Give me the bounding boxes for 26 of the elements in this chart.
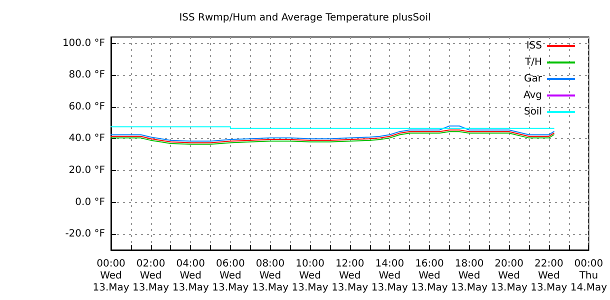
x-tick-label: 14:00 Wed 13.May [371, 258, 408, 294]
x-tick-label: 18:00 Wed 13.May [450, 258, 488, 294]
y-tick-label: 0.0 °F [75, 196, 106, 208]
legend-label: Avg [523, 90, 542, 101]
y-tick-label: -20.0 °F [65, 228, 106, 240]
x-tick-label: 10:00 Wed 13.May [292, 258, 328, 294]
x-tick-label: 00:00 Wed 13.May [92, 258, 130, 294]
x-tick-label: 20:00 Wed 13.May [490, 258, 528, 294]
x-tick-label: 22:00 Wed 13.May [530, 258, 568, 294]
y-tick-label: 60.0 °F [68, 101, 106, 112]
x-tick-label: 02:00 Wed 13.May [132, 258, 170, 294]
x-tick-label: 08:00 Wed 13.May [252, 258, 289, 294]
x-tick-label: 12:00 Wed 13.May [332, 258, 368, 294]
y-tick-label: 80.0 °F [68, 70, 106, 81]
x-tick-label: 06:00 Wed 13.May [212, 258, 249, 294]
x-tick-label: 00:00 Thu 14.May [570, 258, 608, 294]
legend-label: Gar [524, 74, 543, 84]
legend-label: T/H [524, 57, 542, 68]
chart-title: ISS Rwmp/Hum and Average Temperature plusSoil [179, 12, 431, 24]
x-tick-label: 16:00 Wed 13.May [411, 258, 448, 294]
y-tick-label: 40.0 °F [68, 133, 106, 144]
legend-label: ISS [526, 40, 542, 52]
y-tick-label: 20.0 °F [68, 165, 106, 176]
x-tick-label: 04:00 Wed 13.May [172, 258, 209, 294]
legend-label: Soil [524, 106, 542, 118]
y-tick-label: 100.0 °F [62, 38, 106, 49]
